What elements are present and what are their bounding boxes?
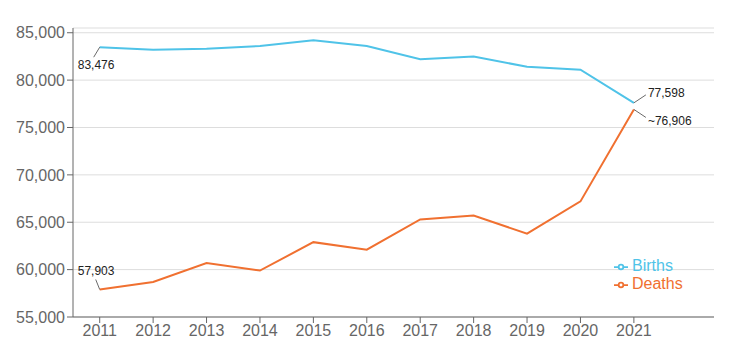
svg-text:2015: 2015 — [296, 322, 332, 339]
svg-text:65,000: 65,000 — [16, 214, 65, 231]
svg-text:~76,906: ~76,906 — [648, 114, 692, 128]
svg-text:70,000: 70,000 — [16, 167, 65, 184]
svg-text:2012: 2012 — [135, 322, 171, 339]
svg-text:85,000: 85,000 — [16, 24, 65, 41]
svg-text:2013: 2013 — [189, 322, 225, 339]
svg-text:2017: 2017 — [402, 322, 438, 339]
svg-text:75,000: 75,000 — [16, 119, 65, 136]
svg-text:2018: 2018 — [456, 322, 492, 339]
svg-text:2020: 2020 — [563, 322, 599, 339]
svg-text:60,000: 60,000 — [16, 261, 65, 278]
html-text:Deaths: Deaths — [632, 275, 683, 292]
html-text:Births: Births — [632, 257, 673, 274]
svg-text:2014: 2014 — [242, 322, 278, 339]
svg-text:83,476: 83,476 — [78, 58, 115, 72]
svg-text:77,598: 77,598 — [648, 86, 685, 100]
svg-text:2011: 2011 — [83, 322, 118, 339]
svg-text:55,000: 55,000 — [16, 309, 65, 326]
svg-text:2021: 2021 — [616, 322, 652, 339]
svg-text:2019: 2019 — [509, 322, 545, 339]
svg-text:57,903: 57,903 — [78, 264, 115, 278]
svg-text:80,000: 80,000 — [16, 72, 65, 89]
svg-text:2016: 2016 — [349, 322, 385, 339]
